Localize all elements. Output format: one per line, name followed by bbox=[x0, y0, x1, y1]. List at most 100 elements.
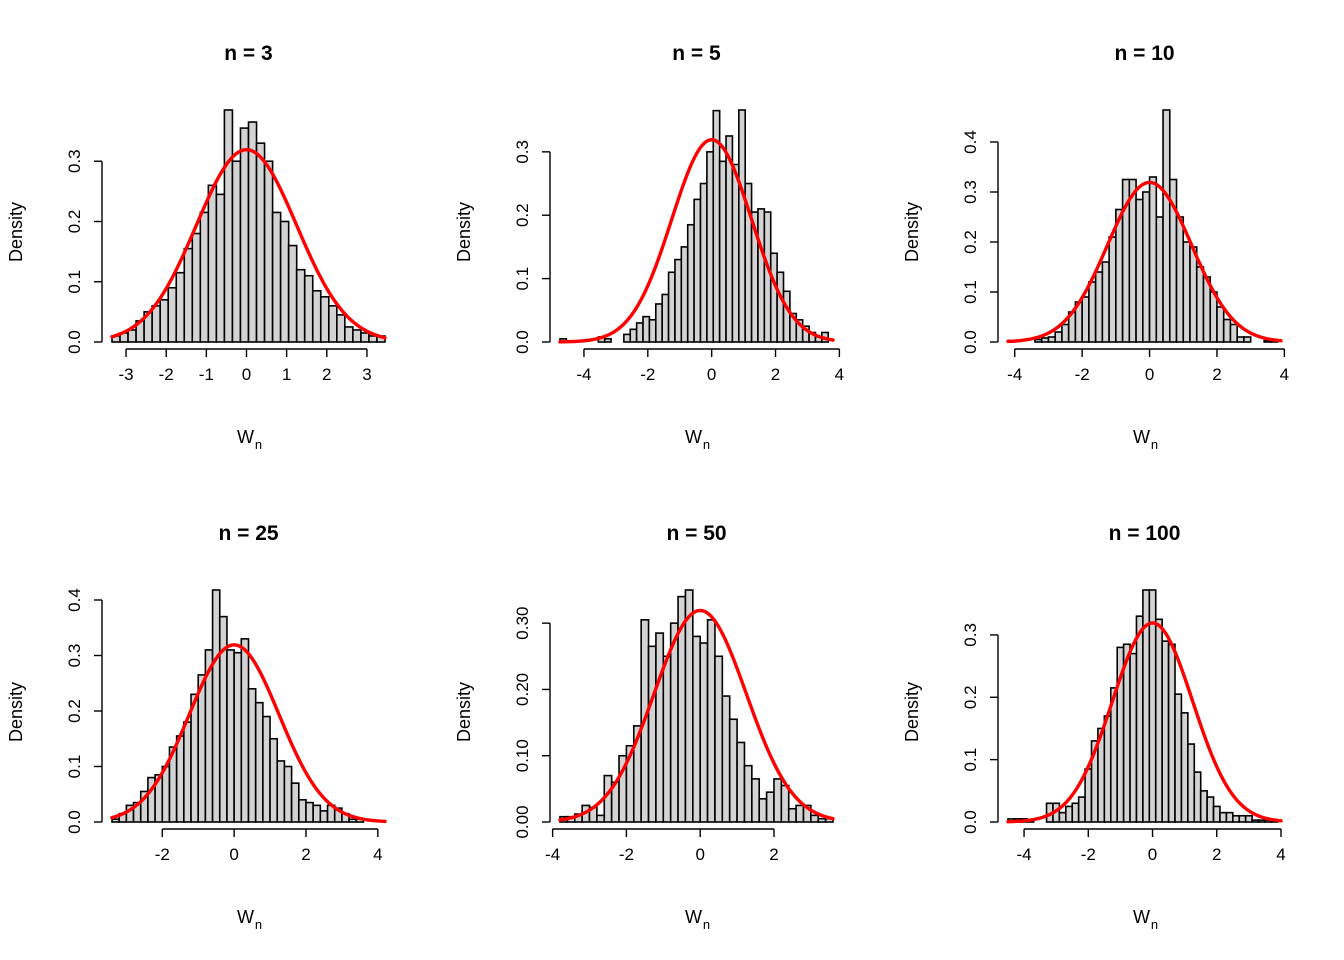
x-axis-label-subscript: n bbox=[703, 437, 710, 452]
x-tick-label: 4 bbox=[373, 845, 382, 864]
histogram-bar bbox=[1222, 318, 1232, 343]
x-tick-label: -1 bbox=[199, 365, 214, 384]
histogram-bar bbox=[161, 765, 171, 823]
histogram-bar bbox=[1154, 618, 1163, 823]
x-tick-label: 4 bbox=[1280, 365, 1289, 384]
x-tick-label: -4 bbox=[576, 365, 591, 384]
y-tick-label: 0.3 bbox=[961, 180, 980, 204]
histogram-bar bbox=[1034, 338, 1043, 343]
histogram-bar bbox=[263, 160, 274, 343]
histogram-bar bbox=[1175, 216, 1185, 343]
y-axis-label: Density bbox=[454, 202, 474, 262]
x-tick-label: 2 bbox=[1212, 845, 1221, 864]
histogram-bar bbox=[240, 638, 250, 823]
chart-title: n = 3 bbox=[224, 42, 272, 65]
histogram-bar bbox=[1071, 802, 1080, 823]
y-tick-label: 0.4 bbox=[65, 588, 84, 612]
histogram-bar bbox=[1225, 811, 1234, 823]
y-tick-label: 0.0 bbox=[961, 810, 980, 834]
histogram-bar bbox=[787, 807, 797, 823]
histogram-bar bbox=[175, 271, 186, 343]
histogram-bar bbox=[654, 303, 663, 343]
histogram-bar bbox=[231, 160, 242, 343]
y-tick-label: 0.1 bbox=[961, 280, 980, 304]
histogram-bar bbox=[763, 211, 772, 343]
histogram-bar bbox=[197, 674, 207, 823]
histogram-bar bbox=[738, 109, 746, 343]
histogram-bar bbox=[226, 649, 235, 823]
x-tick-label: 0 bbox=[695, 845, 704, 864]
histogram-bar bbox=[1135, 198, 1144, 343]
histogram-bar bbox=[319, 810, 329, 823]
histogram-bar bbox=[255, 142, 266, 343]
histogram-bar bbox=[751, 778, 761, 823]
y-tick-label: 0.3 bbox=[65, 149, 84, 173]
x-tick-label: -2 bbox=[619, 845, 634, 864]
histogram-bar bbox=[686, 223, 695, 343]
histogram-bar bbox=[1084, 768, 1093, 823]
histogram-bar bbox=[352, 329, 362, 343]
histogram-bar bbox=[680, 246, 689, 343]
y-tick-label: 0.0 bbox=[65, 330, 84, 354]
y-tick-label: 0.1 bbox=[65, 755, 84, 779]
x-axis-label: W bbox=[237, 907, 254, 927]
histogram-bar bbox=[706, 619, 716, 823]
normal-density-curve bbox=[110, 643, 387, 824]
histogram-bar bbox=[1174, 693, 1183, 823]
histogram-bar bbox=[699, 642, 709, 823]
x-tick-label: 4 bbox=[1276, 845, 1285, 864]
histogram-bar bbox=[1180, 712, 1189, 823]
histogram-bar bbox=[279, 220, 290, 343]
x-tick-label: 0 bbox=[1148, 845, 1157, 864]
x-axis-label: W bbox=[1133, 907, 1150, 927]
x-tick-label: 2 bbox=[1212, 365, 1221, 384]
histogram-bar bbox=[199, 211, 210, 343]
histogram-bar bbox=[693, 198, 702, 343]
x-tick-label: 2 bbox=[322, 365, 331, 384]
y-axis-label: Density bbox=[6, 202, 26, 262]
histogram-bar bbox=[1077, 796, 1086, 823]
histogram-bar bbox=[1094, 271, 1104, 343]
histogram-bar bbox=[1129, 652, 1138, 823]
histogram-bar bbox=[111, 818, 120, 823]
histogram-bar bbox=[1244, 814, 1253, 823]
x-tick-label: -4 bbox=[1016, 845, 1031, 864]
histogram-bar bbox=[776, 271, 785, 343]
histogram-bar bbox=[159, 299, 170, 343]
x-tick-label: 2 bbox=[769, 845, 778, 864]
histogram-bar bbox=[674, 258, 683, 343]
histogram-bar bbox=[1122, 643, 1131, 823]
histogram-bar bbox=[648, 319, 657, 343]
x-tick-label: 0 bbox=[1145, 365, 1154, 384]
histogram-bar bbox=[706, 151, 715, 343]
histogram-bar bbox=[336, 314, 346, 343]
x-axis-label-subscript: n bbox=[1151, 917, 1158, 932]
y-tick-label: 0.20 bbox=[513, 673, 532, 706]
histogram-bar bbox=[1088, 281, 1097, 343]
histogram-bar bbox=[1219, 811, 1228, 823]
x-tick-label: -2 bbox=[155, 845, 170, 864]
histogram-bar bbox=[247, 121, 258, 343]
histogram-bar bbox=[635, 322, 644, 343]
histogram-bar bbox=[151, 305, 161, 343]
histogram-bar bbox=[1162, 109, 1171, 343]
histogram-bar bbox=[254, 701, 264, 823]
histogram-bar bbox=[795, 804, 805, 823]
histogram-bar bbox=[1251, 819, 1260, 823]
histogram-bar bbox=[269, 737, 279, 823]
histogram-bar bbox=[743, 764, 753, 823]
y-tick-label: 0.2 bbox=[961, 685, 980, 709]
y-tick-label: 0.3 bbox=[65, 644, 84, 668]
y-tick-label: 0.1 bbox=[513, 267, 532, 291]
histogram-bar bbox=[319, 296, 330, 343]
y-tick-label: 0.4 bbox=[961, 130, 980, 154]
y-tick-label: 0.3 bbox=[961, 623, 980, 647]
histogram-panel: n = 5 -4 -2 0 2 4 0.0 0.1 0.2 0.3 Density W n bbox=[454, 42, 844, 452]
x-tick-label: 2 bbox=[771, 365, 780, 384]
y-tick-label: 0.0 bbox=[513, 330, 532, 354]
histogram-bar bbox=[295, 268, 306, 343]
x-axis-label: W bbox=[237, 427, 254, 447]
histogram-bar bbox=[262, 715, 271, 823]
histogram-bar bbox=[1128, 178, 1137, 343]
x-tick-label: -2 bbox=[1081, 845, 1096, 864]
